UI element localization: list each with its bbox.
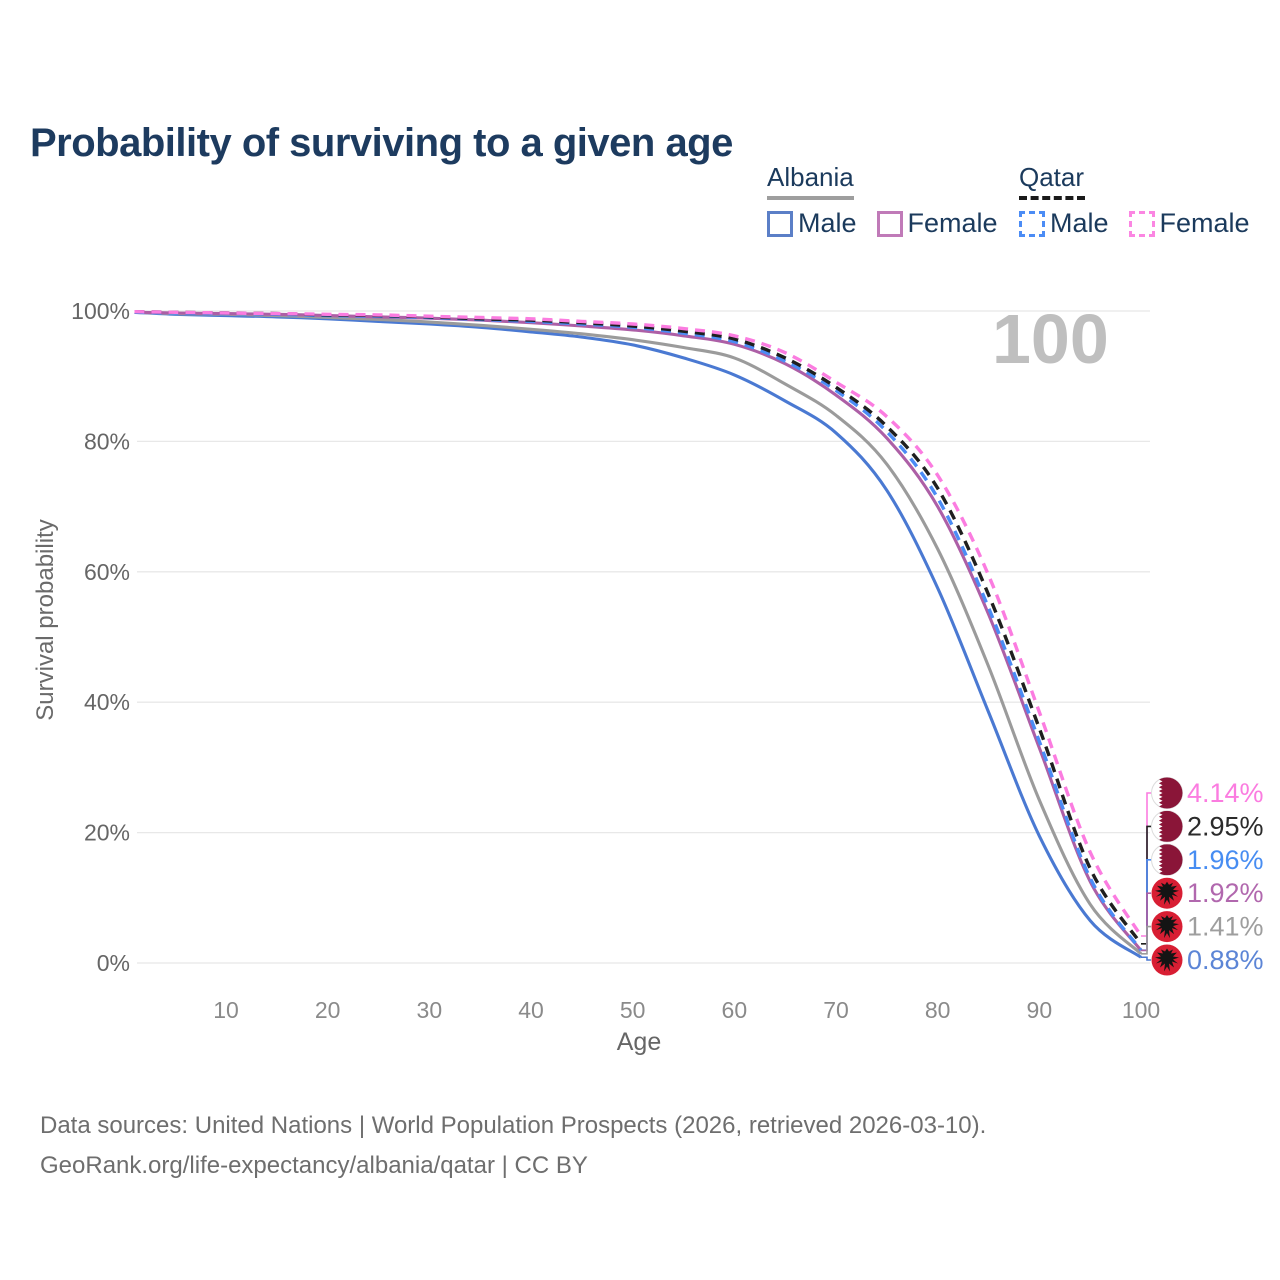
legend-country-label: Albania bbox=[767, 162, 854, 192]
albania-line-style-swatch bbox=[767, 196, 854, 200]
series-line-qatar[interactable] bbox=[134, 310, 1143, 945]
y-tick-label-60: 60% bbox=[84, 559, 130, 585]
legend-country-label: Qatar bbox=[1019, 162, 1085, 192]
legend-country-albania[interactable]: Albania bbox=[767, 162, 854, 200]
legend-item-qatar-male[interactable]: Male bbox=[1019, 208, 1109, 239]
leader-line-albania-female bbox=[1141, 892, 1151, 952]
legend-items-qatar: Male Female bbox=[1019, 208, 1250, 239]
leader-line-qatar-female bbox=[1141, 792, 1151, 937]
legend-item-label: Female bbox=[1159, 208, 1250, 238]
leader-line-albania-male bbox=[1141, 956, 1151, 961]
x-tick-label-60: 60 bbox=[722, 997, 748, 1023]
legend-country-qatar[interactable]: Qatar bbox=[1019, 162, 1085, 200]
x-tick-label-40: 40 bbox=[518, 997, 544, 1023]
age-hover-value: 100 bbox=[992, 300, 1109, 378]
attribution-line: GeoRank.org/life-expectancy/albania/qata… bbox=[40, 1152, 588, 1179]
data-sources-line: Data sources: United Nations | World Pop… bbox=[40, 1112, 987, 1139]
qatar-male-swatch bbox=[1019, 210, 1045, 237]
footer: Data sources: United Nations | World Pop… bbox=[40, 1106, 986, 1186]
x-tick-label-50: 50 bbox=[620, 997, 646, 1023]
albania-flag-icon bbox=[1151, 911, 1183, 943]
y-tick-label-80: 80% bbox=[84, 428, 130, 454]
qatar-flag-icon bbox=[1151, 843, 1183, 876]
x-tick-label-20: 20 bbox=[315, 997, 341, 1023]
series-line-qatar-male[interactable] bbox=[134, 310, 1143, 952]
qatar-female-swatch bbox=[1128, 210, 1155, 237]
y-tick-label-0: 0% bbox=[97, 950, 130, 976]
end-value-label-albania-male: 0.88% bbox=[1187, 945, 1264, 975]
y-tick-label-20: 20% bbox=[84, 820, 130, 846]
x-tick-label-30: 30 bbox=[417, 997, 443, 1023]
legend-item-label: Male bbox=[1050, 208, 1109, 238]
qatar-line-style-swatch bbox=[1019, 196, 1085, 200]
end-value-label-albania: 1.41% bbox=[1187, 912, 1264, 942]
x-tick-label-10: 10 bbox=[213, 997, 239, 1023]
series-line-albania[interactable] bbox=[134, 310, 1143, 955]
x-tick-label-70: 70 bbox=[823, 997, 849, 1023]
qatar-flag-icon bbox=[1151, 810, 1183, 843]
end-value-label-qatar-male: 1.96% bbox=[1187, 845, 1264, 875]
x-axis-title: Age bbox=[616, 1028, 662, 1056]
page-title: Probability of surviving to a given age bbox=[30, 120, 733, 165]
legend-group-qatar: Qatar Male Female bbox=[1019, 162, 1250, 239]
albania-flag-icon bbox=[1151, 877, 1183, 909]
series-line-qatar-female[interactable] bbox=[134, 310, 1143, 937]
end-value-label-qatar: 2.95% bbox=[1187, 811, 1264, 841]
x-tick-label-80: 80 bbox=[925, 997, 951, 1023]
end-value-label-qatar-female: 4.14% bbox=[1187, 778, 1264, 808]
legend-item-qatar-female[interactable]: Female bbox=[1128, 208, 1250, 239]
legend-items-albania: Male Female bbox=[767, 208, 998, 239]
albania-flag-icon bbox=[1151, 944, 1183, 976]
x-tick-label-90: 90 bbox=[1027, 997, 1053, 1023]
y-tick-label-40: 40% bbox=[84, 689, 130, 715]
legend-group-albania: Albania Male Female bbox=[767, 162, 998, 239]
legend-item-label: Male bbox=[798, 208, 857, 238]
legend-item-label: Female bbox=[907, 208, 998, 238]
albania-female-swatch bbox=[876, 210, 903, 237]
legend-item-albania-female[interactable]: Female bbox=[876, 208, 998, 239]
albania-male-swatch bbox=[767, 210, 793, 237]
x-tick-label-100: 100 bbox=[1122, 997, 1160, 1023]
end-value-label-albania-female: 1.92% bbox=[1187, 878, 1264, 908]
qatar-flag-icon bbox=[1151, 777, 1183, 809]
series-line-albania-male[interactable] bbox=[134, 310, 1142, 959]
y-tick-label-100: 100% bbox=[71, 298, 130, 324]
series-line-albania-female[interactable] bbox=[134, 310, 1143, 952]
legend-item-albania-male[interactable]: Male bbox=[767, 208, 857, 239]
leader-line-albania bbox=[1141, 925, 1151, 955]
